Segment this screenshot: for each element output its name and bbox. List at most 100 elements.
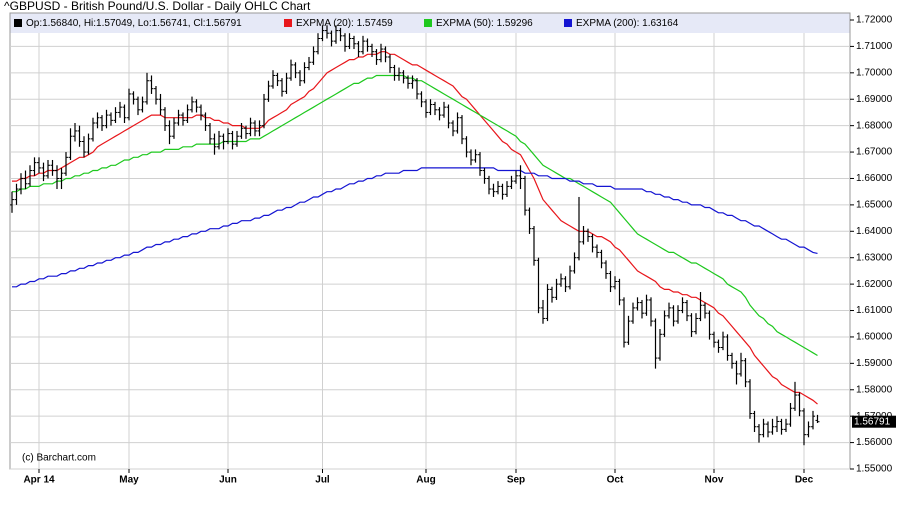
ohlc-bar xyxy=(329,30,334,47)
ohlc-bar xyxy=(433,101,437,116)
y-tick-label: 1.67000 xyxy=(856,147,893,158)
ohlc-bar xyxy=(491,183,496,197)
ohlc-bar xyxy=(10,191,14,213)
ohlc-bar xyxy=(316,33,320,55)
ohlc-bar xyxy=(712,331,716,348)
ohlc-bar xyxy=(140,96,145,113)
y-tick-label: 1.61000 xyxy=(856,305,893,316)
x-tick-label: Dec xyxy=(795,475,814,486)
ohlc-bar xyxy=(478,152,482,176)
ohlc-bar xyxy=(532,226,536,266)
ohlc-bar xyxy=(419,91,424,108)
indicator-line xyxy=(12,167,818,288)
ohlc-bar xyxy=(703,302,707,319)
ohlc-bar xyxy=(347,33,352,50)
ohlc-bar xyxy=(397,67,401,81)
ohlc-bar xyxy=(343,33,347,52)
ohlc-bar xyxy=(595,244,599,258)
ohlc-bar xyxy=(145,72,149,105)
ohlc-bar xyxy=(446,104,451,129)
ohlc-bar xyxy=(667,302,671,319)
y-tick-label: 1.55000 xyxy=(856,464,893,475)
ohlc-bar xyxy=(203,112,208,131)
last-price-box xyxy=(852,415,896,428)
ohlc-bar xyxy=(730,352,734,369)
ohlc-bar xyxy=(536,257,541,314)
ohlc-bar xyxy=(194,99,199,113)
ohlc-bar xyxy=(113,107,118,124)
legend-label: EXPMA (50): 1.59296 xyxy=(436,18,533,29)
ohlc-bar xyxy=(554,278,559,300)
ohlc-bar xyxy=(302,62,307,84)
ohlc-bar xyxy=(811,410,815,430)
ohlc-bar xyxy=(473,149,478,163)
ohlc-bar xyxy=(689,313,694,337)
ohlc-bar xyxy=(82,136,86,158)
ohlc-bar xyxy=(172,117,176,139)
ohlc-bar xyxy=(626,315,631,345)
ohlc-bar xyxy=(55,165,59,190)
ohlc-bar xyxy=(775,416,779,433)
ohlc-bar xyxy=(415,78,419,100)
legend-swatch xyxy=(424,19,432,27)
ohlc-bar xyxy=(109,112,113,126)
ohlc-bar xyxy=(644,294,649,316)
ohlc-bar xyxy=(131,91,136,105)
ohlc-bar xyxy=(671,305,676,327)
ohlc-bar xyxy=(158,93,163,116)
ohlc-bar xyxy=(653,318,658,369)
ohlc-bar xyxy=(253,120,257,137)
ohlc-bar xyxy=(613,276,617,290)
ohlc-bar xyxy=(496,181,500,195)
ohlc-bar xyxy=(46,159,50,179)
legend: Op:1.56840, Hi:1.57049, Lo:1.56741, Cl:1… xyxy=(14,18,679,29)
ohlc-bar xyxy=(370,43,374,57)
ohlc-bar xyxy=(739,352,743,377)
ohlc-bar xyxy=(460,115,464,145)
ohlc-bar xyxy=(325,25,329,39)
ohlc-bar xyxy=(617,278,622,306)
ohlc-bar xyxy=(676,305,680,324)
chart-title: ^GBPUSD - British Pound/U.S. Dollar - Da… xyxy=(4,0,311,13)
y-tick-label: 1.68000 xyxy=(856,120,893,131)
ohlc-bar xyxy=(527,207,532,234)
ohlc-bar xyxy=(721,331,725,351)
ohlc-bar xyxy=(487,175,491,195)
ohlc-bar xyxy=(410,75,415,89)
ohlc-bar xyxy=(464,136,469,158)
ohlc-bar xyxy=(406,75,410,89)
plot-frame xyxy=(9,12,851,470)
ohlc-bar xyxy=(500,183,505,200)
ohlc-bar xyxy=(73,123,77,142)
ohlc-bar xyxy=(649,297,653,327)
ohlc-bar xyxy=(190,96,194,113)
y-tick-label: 1.71000 xyxy=(856,41,893,52)
ohlc-bar xyxy=(167,120,172,145)
ohlc-bar xyxy=(392,64,397,81)
ohlc-bars xyxy=(10,25,820,446)
ohlc-bar xyxy=(320,25,325,42)
x-tick-label: Apr 14 xyxy=(23,475,55,486)
legend-label: EXPMA (200): 1.63164 xyxy=(576,18,679,29)
ohlc-bar xyxy=(239,123,244,139)
y-tick-label: 1.58000 xyxy=(856,384,893,395)
ohlc-bar xyxy=(221,133,226,150)
ohlc-bar xyxy=(734,360,739,385)
ohlc-bar xyxy=(563,276,568,293)
ohlc-bar xyxy=(716,339,721,353)
ohlc-bar xyxy=(401,70,406,84)
ohlc-bar xyxy=(356,41,361,57)
ohlc-bar xyxy=(680,297,685,314)
ohlc-bar xyxy=(91,117,95,142)
ohlc-bar xyxy=(118,101,122,118)
ohlc-bar xyxy=(77,125,82,147)
ohlc-bar xyxy=(127,88,131,121)
ohlc-bar xyxy=(41,162,46,182)
legend-label: EXPMA (20): 1.57459 xyxy=(296,18,393,29)
ohlc-bar xyxy=(757,424,761,443)
ohlc-bar xyxy=(95,112,100,129)
y-tick-label: 1.64000 xyxy=(856,226,893,237)
ohlc-bar xyxy=(694,313,698,335)
ohlc-bar xyxy=(442,101,446,118)
ohlc-bar xyxy=(104,109,109,129)
